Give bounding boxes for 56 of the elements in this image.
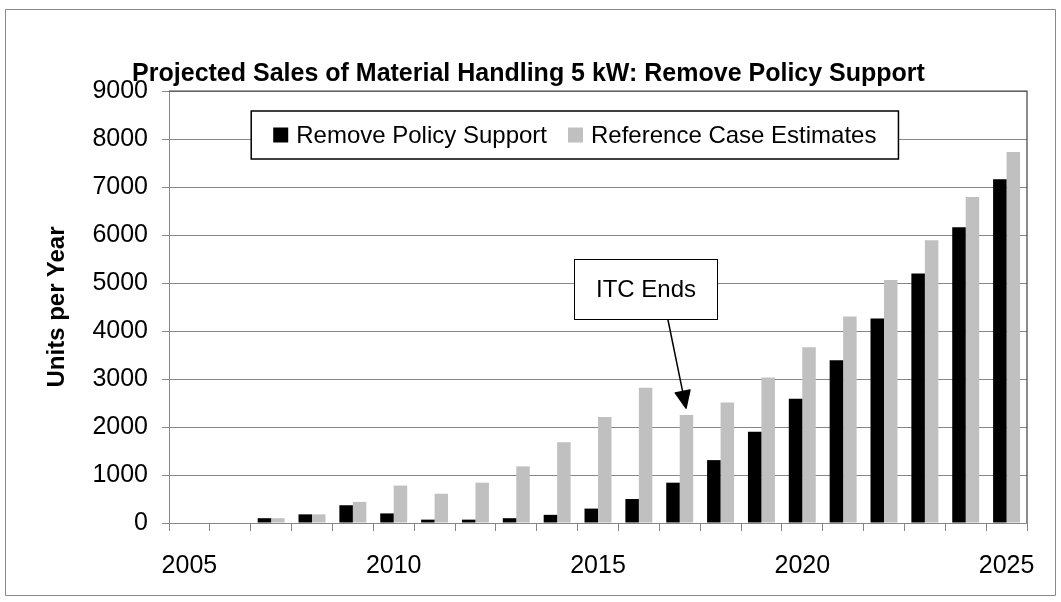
x-tick-label: 2015 bbox=[570, 549, 626, 578]
bar bbox=[993, 179, 1007, 523]
legend-label: Reference Case Estimates bbox=[591, 120, 877, 148]
bar bbox=[952, 227, 966, 523]
y-tick-label: 0 bbox=[134, 506, 148, 535]
bar bbox=[393, 485, 408, 523]
bar bbox=[1006, 151, 1021, 523]
legend-label: Remove Policy Support bbox=[296, 120, 548, 148]
bar bbox=[761, 377, 775, 523]
bar bbox=[380, 513, 394, 523]
y-tick-label: 6000 bbox=[92, 218, 148, 247]
bar bbox=[543, 514, 558, 523]
bar bbox=[257, 518, 272, 523]
y-tick-label: 2000 bbox=[92, 410, 148, 439]
y-tick-label: 4000 bbox=[92, 314, 148, 343]
bar bbox=[557, 442, 571, 523]
bar bbox=[666, 482, 680, 523]
bar bbox=[843, 316, 857, 523]
bar bbox=[870, 318, 884, 523]
bar bbox=[884, 280, 898, 523]
bar bbox=[502, 518, 517, 523]
bar bbox=[339, 505, 353, 523]
y-tick-label: 3000 bbox=[92, 362, 148, 391]
bar bbox=[298, 514, 312, 523]
bar bbox=[720, 402, 735, 523]
x-tick-label: 2025 bbox=[978, 549, 1035, 578]
bar bbox=[421, 519, 435, 523]
bar bbox=[638, 387, 653, 523]
bar bbox=[434, 493, 449, 523]
bar bbox=[911, 273, 925, 523]
bar bbox=[707, 460, 721, 523]
y-tick-label: 5000 bbox=[92, 266, 148, 295]
y-tick-label: 1000 bbox=[92, 458, 148, 487]
bar bbox=[788, 398, 803, 523]
bar bbox=[802, 347, 816, 523]
bar bbox=[461, 519, 476, 523]
bar bbox=[584, 508, 598, 523]
bar bbox=[352, 501, 367, 523]
y-tick-label: 8000 bbox=[92, 122, 148, 151]
bar bbox=[271, 518, 285, 523]
bar bbox=[747, 431, 762, 523]
bar bbox=[516, 466, 530, 523]
bar bbox=[312, 514, 326, 523]
x-tick-label: 2005 bbox=[161, 549, 218, 578]
bar bbox=[829, 360, 844, 523]
bar bbox=[679, 415, 694, 523]
bar bbox=[475, 482, 489, 523]
annotation: ITC Ends bbox=[573, 259, 718, 320]
bar bbox=[924, 240, 939, 523]
y-axis-title: Units per Year bbox=[42, 226, 70, 388]
y-tick-label: 7000 bbox=[92, 170, 148, 199]
bar bbox=[598, 416, 612, 523]
x-tick-label: 2020 bbox=[774, 549, 831, 578]
x-tick-label: 2010 bbox=[365, 549, 422, 578]
bar bbox=[625, 499, 639, 523]
bar bbox=[965, 197, 980, 523]
